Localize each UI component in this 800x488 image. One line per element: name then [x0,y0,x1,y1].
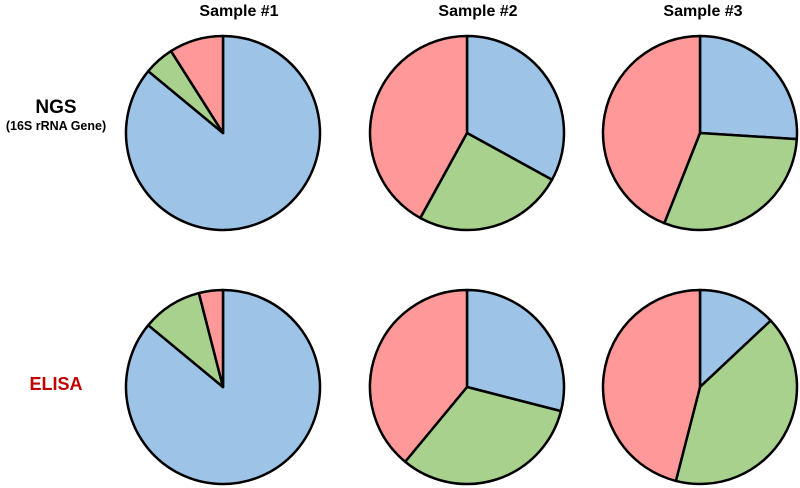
pie-chart-ngs-sample-1 [124,34,322,232]
pie-slice-blue [465,34,566,181]
pie-slice-green [419,131,554,232]
pie-chart-ngs-sample-3 [601,34,799,232]
pie-chart-elisa-sample-2 [368,288,566,486]
pie-chart-elisa-sample-3 [601,288,799,486]
pie-slice-pink [169,34,225,135]
pie-slice-blue [465,288,566,413]
pie-slice-green [663,131,799,232]
pie-slice-blue [698,288,772,389]
row-label-ngs: NGS (16S rRNA Gene) [0,97,112,134]
pie-slice-green [403,385,563,486]
pie-slice-pink [197,288,225,389]
row-label-ngs-subtitle: (16S rRNA Gene) [5,118,107,133]
column-header-sample-2: Sample #2 [438,3,518,20]
pie-slice-pink [368,288,469,463]
pie-slice-pink [601,34,702,225]
pie-slice-blue [698,34,799,141]
pie-slice-green [674,319,799,486]
pie-chart-elisa-sample-1 [124,288,322,486]
pie-slice-pink [601,288,702,483]
column-header-sample-1: Sample #1 [199,3,279,20]
row-label-elisa: ELISA [0,374,112,395]
column-header-sample-3: Sample #3 [663,3,743,20]
row-label-ngs-title: NGS [35,97,77,118]
pie-chart-ngs-sample-2 [368,34,566,232]
row-label-elisa-title: ELISA [29,374,83,394]
pie-slice-pink [368,34,469,220]
